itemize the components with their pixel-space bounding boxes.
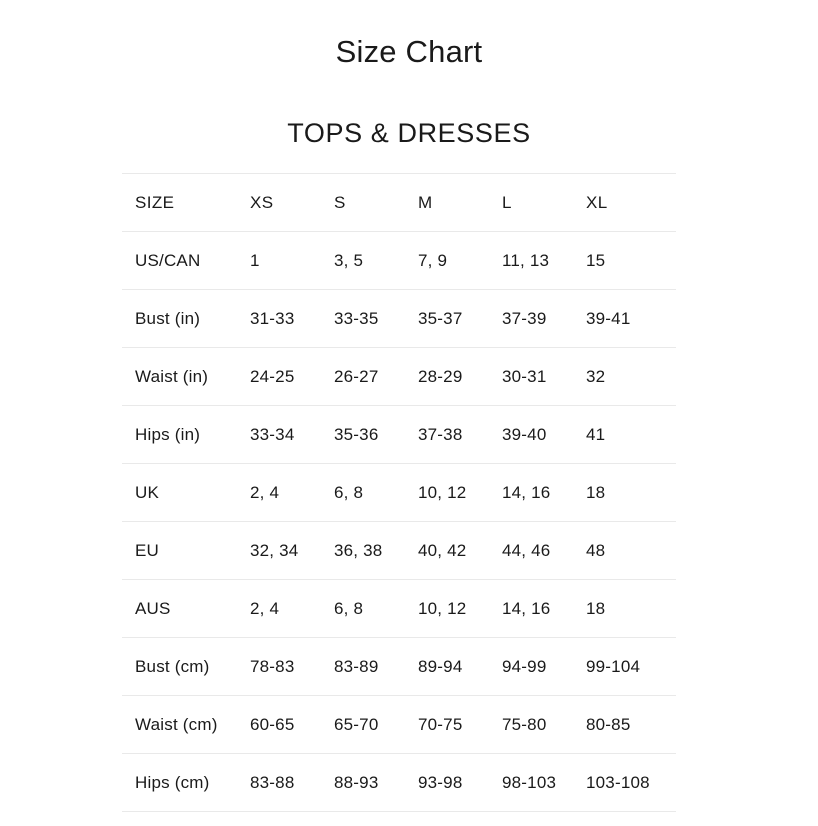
row-cell: 3, 5 [334, 250, 364, 270]
row-cell: 65-70 [334, 714, 379, 734]
row-cell: 33-35 [334, 308, 379, 328]
row-cell: 6, 8 [334, 598, 364, 618]
row-label: Bust (cm) [135, 656, 210, 676]
row-cell: 98-103 [502, 772, 557, 792]
row-cell: 89-94 [418, 656, 463, 676]
row-cell: 18 [586, 482, 606, 502]
table-row: Bust (in) 31-33 33-35 35-37 37-39 39-41 [122, 289, 676, 348]
row-cell: 35-36 [334, 424, 379, 444]
column-header-xl: XL [586, 192, 608, 212]
row-cell: 14, 16 [502, 482, 551, 502]
row-label: AUS [135, 598, 171, 618]
row-cell: 70-75 [418, 714, 463, 734]
row-label: EU [135, 540, 160, 560]
table-row: Hips (cm) 83-88 88-93 93-98 98-103 103-1… [122, 753, 676, 812]
row-cell: 78-83 [250, 656, 295, 676]
row-cell: 2, 4 [250, 598, 280, 618]
row-cell: 32, 34 [250, 540, 299, 560]
row-label: US/CAN [135, 250, 201, 270]
row-cell: 14, 16 [502, 598, 551, 618]
table-row: Waist (in) 24-25 26-27 28-29 30-31 32 [122, 347, 676, 406]
row-cell: 6, 8 [334, 482, 364, 502]
size-table-container: SIZE XS S M L XL US/CAN 1 3, 5 7, 9 11, … [122, 173, 676, 812]
row-cell: 41 [586, 424, 606, 444]
page-title: Size Chart [335, 34, 483, 69]
row-cell: 75-80 [502, 714, 547, 734]
row-cell: 26-27 [334, 366, 379, 386]
table-header-row: SIZE XS S M L XL [122, 173, 676, 232]
column-header-m: M [418, 192, 433, 212]
row-cell: 80-85 [586, 714, 631, 734]
row-cell: 103-108 [586, 772, 650, 792]
table-row: UK 2, 4 6, 8 10, 12 14, 16 18 [122, 463, 676, 522]
row-cell: 37-38 [418, 424, 463, 444]
row-cell: 99-104 [586, 656, 641, 676]
row-label: Hips (in) [135, 424, 201, 444]
row-cell: 44, 46 [502, 540, 551, 560]
row-cell: 40, 42 [418, 540, 467, 560]
row-cell: 83-89 [334, 656, 379, 676]
row-cell: 83-88 [250, 772, 295, 792]
row-cell: 31-33 [250, 308, 295, 328]
row-cell: 7, 9 [418, 250, 448, 270]
row-cell: 18 [586, 598, 606, 618]
table-row: Waist (cm) 60-65 65-70 70-75 75-80 80-85 [122, 695, 676, 754]
row-label: Waist (cm) [135, 714, 218, 734]
row-cell: 2, 4 [250, 482, 280, 502]
table-row: AUS 2, 4 6, 8 10, 12 14, 16 18 [122, 579, 676, 638]
row-cell: 10, 12 [418, 598, 467, 618]
row-cell: 35-37 [418, 308, 463, 328]
section-title: TOPS & DRESSES [287, 118, 531, 149]
column-header-xs: XS [250, 192, 274, 212]
column-header-s: S [334, 192, 346, 212]
column-header-l: L [502, 192, 512, 212]
row-cell: 39-41 [586, 308, 631, 328]
row-cell: 24-25 [250, 366, 295, 386]
row-cell: 39-40 [502, 424, 547, 444]
column-header-size: SIZE [135, 192, 175, 212]
row-cell: 11, 13 [502, 250, 550, 270]
row-cell: 33-34 [250, 424, 295, 444]
table-row: EU 32, 34 36, 38 40, 42 44, 46 48 [122, 521, 676, 580]
row-cell: 37-39 [502, 308, 547, 328]
row-label: Hips (cm) [135, 772, 210, 792]
table-row: Bust (cm) 78-83 83-89 89-94 94-99 99-104 [122, 637, 676, 696]
row-cell: 88-93 [334, 772, 379, 792]
size-chart-table: SIZE XS S M L XL US/CAN 1 3, 5 7, 9 11, … [122, 173, 676, 812]
row-cell: 32 [586, 366, 606, 386]
row-label: Waist (in) [135, 366, 209, 386]
table-body: US/CAN 1 3, 5 7, 9 11, 13 15 Bust (in) 3… [122, 231, 676, 812]
row-label: UK [135, 482, 160, 502]
row-cell: 36, 38 [334, 540, 383, 560]
row-cell: 94-99 [502, 656, 547, 676]
table-header: SIZE XS S M L XL [122, 173, 676, 232]
row-cell: 60-65 [250, 714, 295, 734]
row-cell: 28-29 [418, 366, 463, 386]
row-cell: 93-98 [418, 772, 463, 792]
row-label: Bust (in) [135, 308, 201, 328]
row-cell: 15 [586, 250, 606, 270]
row-cell: 10, 12 [418, 482, 467, 502]
table-row: Hips (in) 33-34 35-36 37-38 39-40 41 [122, 405, 676, 464]
row-cell: 1 [250, 250, 260, 270]
row-cell: 48 [586, 540, 606, 560]
table-row: US/CAN 1 3, 5 7, 9 11, 13 15 [122, 231, 676, 290]
row-cell: 30-31 [502, 366, 547, 386]
